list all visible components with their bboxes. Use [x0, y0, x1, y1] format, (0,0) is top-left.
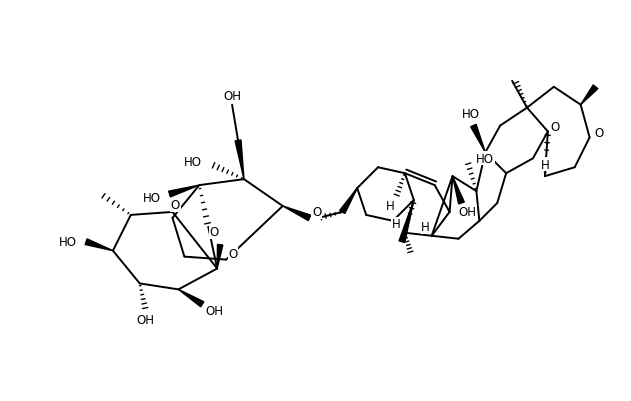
Polygon shape: [217, 245, 223, 269]
Text: HO: HO: [461, 108, 480, 121]
Text: HO: HO: [143, 191, 161, 204]
Text: H: H: [541, 158, 549, 171]
Text: OH: OH: [459, 206, 476, 219]
Text: O: O: [312, 206, 321, 219]
Text: O: O: [594, 127, 603, 140]
Text: O: O: [209, 225, 219, 239]
Text: HO: HO: [476, 152, 494, 165]
Polygon shape: [452, 177, 464, 205]
Text: O: O: [550, 121, 560, 134]
Polygon shape: [283, 207, 310, 221]
Polygon shape: [235, 141, 244, 180]
Text: OH: OH: [223, 90, 241, 103]
Polygon shape: [581, 86, 598, 105]
Text: H: H: [386, 200, 394, 213]
Polygon shape: [85, 239, 113, 251]
Polygon shape: [339, 188, 357, 214]
Text: OH: OH: [205, 304, 223, 317]
Text: O: O: [171, 199, 180, 212]
Polygon shape: [179, 290, 204, 307]
Polygon shape: [399, 200, 414, 243]
Text: HO: HO: [184, 155, 203, 168]
Polygon shape: [471, 125, 485, 153]
Text: O: O: [228, 247, 238, 261]
Polygon shape: [168, 186, 199, 197]
Text: HO: HO: [59, 236, 77, 249]
Text: H: H: [392, 218, 400, 231]
Text: OH: OH: [137, 313, 155, 326]
Text: H: H: [422, 221, 430, 234]
